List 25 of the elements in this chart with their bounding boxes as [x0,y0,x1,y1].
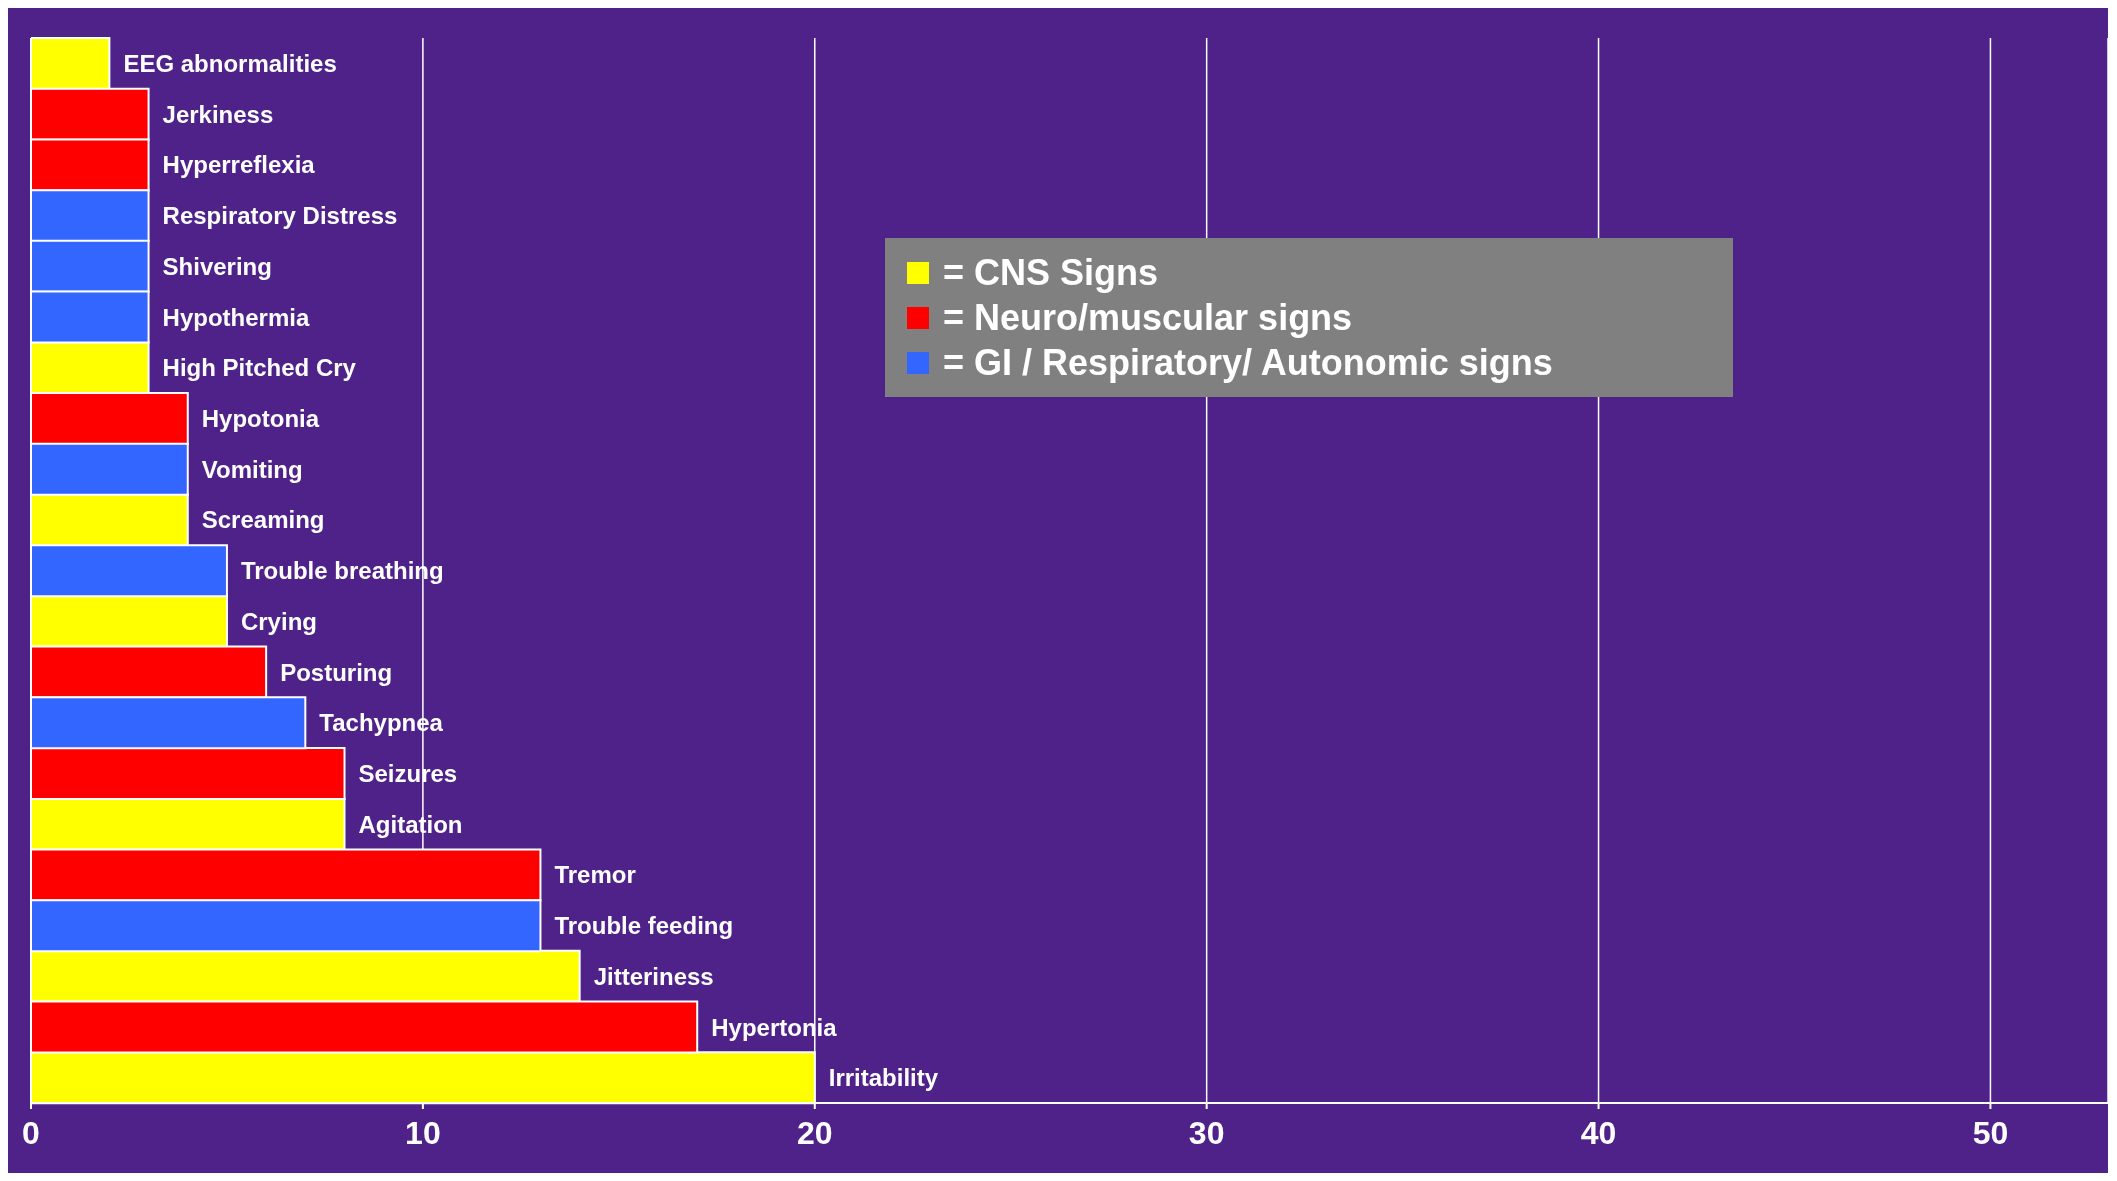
y-tick-label: Posturing [280,658,393,686]
y-tick-label: Jerkiness [162,100,274,128]
legend-label: = Neuro/muscular signs [943,296,1353,340]
x-tick-label: 40 [1580,1114,1617,1151]
y-tick-label: Trouble feeding [554,912,734,940]
x-tick-label: 30 [1188,1114,1225,1151]
y-tick-label: Hyperreflexia [162,151,316,179]
x-tick-label: 0 [22,1114,40,1151]
y-tick-label: Shivering [162,252,272,280]
y-tick-label: Screaming [201,506,325,534]
y-tick-label: Respiratory Distress [162,202,398,230]
x-tick-label: 50 [1972,1114,2009,1151]
y-tick-label: EEG abnormalities [123,50,337,77]
y-tick-label: Crying [240,607,317,635]
legend-label: = CNS Signs [943,251,1159,295]
y-tick-label: High Pitched Cry [162,354,357,382]
y-tick-label: Hypotonia [201,405,320,432]
y-tick-label: Vomiting [201,455,303,483]
y-tick-label: Tremor [554,861,636,889]
y-tick-label: Hypothermia [162,303,310,331]
y-tick-label: Jitteriness [593,962,714,990]
legend-label: = GI / Respiratory/ Autonomic signs [943,341,1553,385]
y-tick-label: Irritability [828,1064,939,1092]
x-tick-label: 10 [405,1114,441,1151]
x-tick-label: 20 [796,1114,833,1151]
